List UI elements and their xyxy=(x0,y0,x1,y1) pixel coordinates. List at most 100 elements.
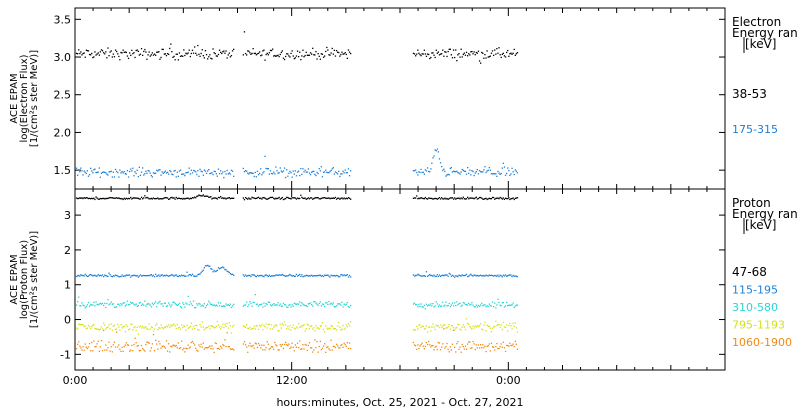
data-point xyxy=(464,328,467,331)
data-point xyxy=(426,53,429,55)
data-point xyxy=(490,52,493,54)
data-point xyxy=(423,275,425,277)
data-point xyxy=(123,346,125,348)
data-point xyxy=(481,328,483,330)
data-point xyxy=(348,274,351,277)
data-point xyxy=(480,274,482,276)
data-point xyxy=(143,274,145,277)
data-point xyxy=(335,172,338,174)
data-point xyxy=(324,274,326,276)
data-point xyxy=(261,54,263,56)
data-point xyxy=(475,196,477,198)
data-point xyxy=(511,53,513,55)
data-point xyxy=(290,172,292,174)
data-point xyxy=(178,302,181,305)
data-point xyxy=(291,304,293,306)
data-point xyxy=(512,343,514,345)
data-point xyxy=(202,55,204,57)
data-point xyxy=(82,52,84,55)
data-point xyxy=(301,173,303,175)
data-point xyxy=(183,274,185,277)
data-point xyxy=(176,323,178,326)
data-point xyxy=(107,347,109,349)
data-point xyxy=(443,168,445,170)
data-point xyxy=(480,171,482,173)
data-point xyxy=(443,275,445,277)
data-point xyxy=(460,48,462,50)
data-point xyxy=(425,198,428,200)
data-point xyxy=(458,197,460,199)
data-point xyxy=(191,328,194,330)
data-point xyxy=(503,306,506,308)
data-point xyxy=(159,343,161,345)
data-point xyxy=(199,303,201,305)
data-point xyxy=(431,305,433,307)
data-point xyxy=(203,267,205,269)
data-point xyxy=(264,326,266,328)
data-point xyxy=(222,51,224,53)
data-point xyxy=(181,173,183,175)
data-point xyxy=(277,330,279,332)
data-point xyxy=(191,273,194,275)
data-point xyxy=(511,276,513,278)
data-point xyxy=(417,273,419,275)
data-point xyxy=(85,172,87,175)
data-point xyxy=(322,275,325,278)
data-point xyxy=(470,51,472,53)
data-point xyxy=(312,275,314,277)
data-point xyxy=(498,301,500,303)
data-point xyxy=(273,55,275,57)
data-point xyxy=(507,275,509,277)
data-point xyxy=(227,271,229,273)
data-point xyxy=(139,325,142,327)
data-point xyxy=(472,170,474,173)
data-point xyxy=(499,54,501,56)
data-point xyxy=(156,306,158,308)
data-point xyxy=(132,275,134,277)
data-point xyxy=(506,51,508,54)
data-point xyxy=(189,173,191,175)
data-point xyxy=(168,53,170,55)
data-point xyxy=(178,347,181,350)
data-point xyxy=(224,52,226,54)
data-point xyxy=(461,344,463,346)
data-point xyxy=(264,274,266,276)
data-point xyxy=(152,334,155,336)
data-point xyxy=(462,324,464,326)
data-point xyxy=(346,342,348,344)
data-point xyxy=(419,323,421,326)
data-point xyxy=(255,176,257,178)
data-point xyxy=(496,324,498,327)
data-point xyxy=(451,325,454,327)
data-point xyxy=(515,327,517,329)
data-point xyxy=(106,197,108,200)
data-point xyxy=(160,347,162,349)
data-point xyxy=(445,327,447,329)
data-point xyxy=(166,350,169,352)
data-point xyxy=(289,325,291,327)
data-point xyxy=(308,54,311,56)
data-point xyxy=(293,275,295,277)
data-point xyxy=(199,55,201,57)
data-point xyxy=(422,345,424,347)
time-axis: 0:00 12:00 0:00 xyxy=(63,8,726,387)
data-point xyxy=(120,324,122,326)
data-point xyxy=(285,275,287,277)
data-point xyxy=(153,53,156,55)
data-point xyxy=(489,169,491,171)
data-point xyxy=(283,198,286,200)
data-point xyxy=(192,197,195,199)
data-point xyxy=(112,53,114,55)
legend-entry: 310-580 xyxy=(732,301,778,314)
data-point xyxy=(289,304,291,306)
data-point xyxy=(330,52,332,54)
data-point xyxy=(221,266,223,269)
data-point xyxy=(506,275,508,277)
data-point xyxy=(111,303,113,305)
data-point xyxy=(454,329,456,331)
data-point xyxy=(153,172,156,174)
data-point xyxy=(307,324,309,326)
data-point xyxy=(324,197,326,199)
data-point xyxy=(299,197,301,200)
data-point xyxy=(467,304,469,306)
